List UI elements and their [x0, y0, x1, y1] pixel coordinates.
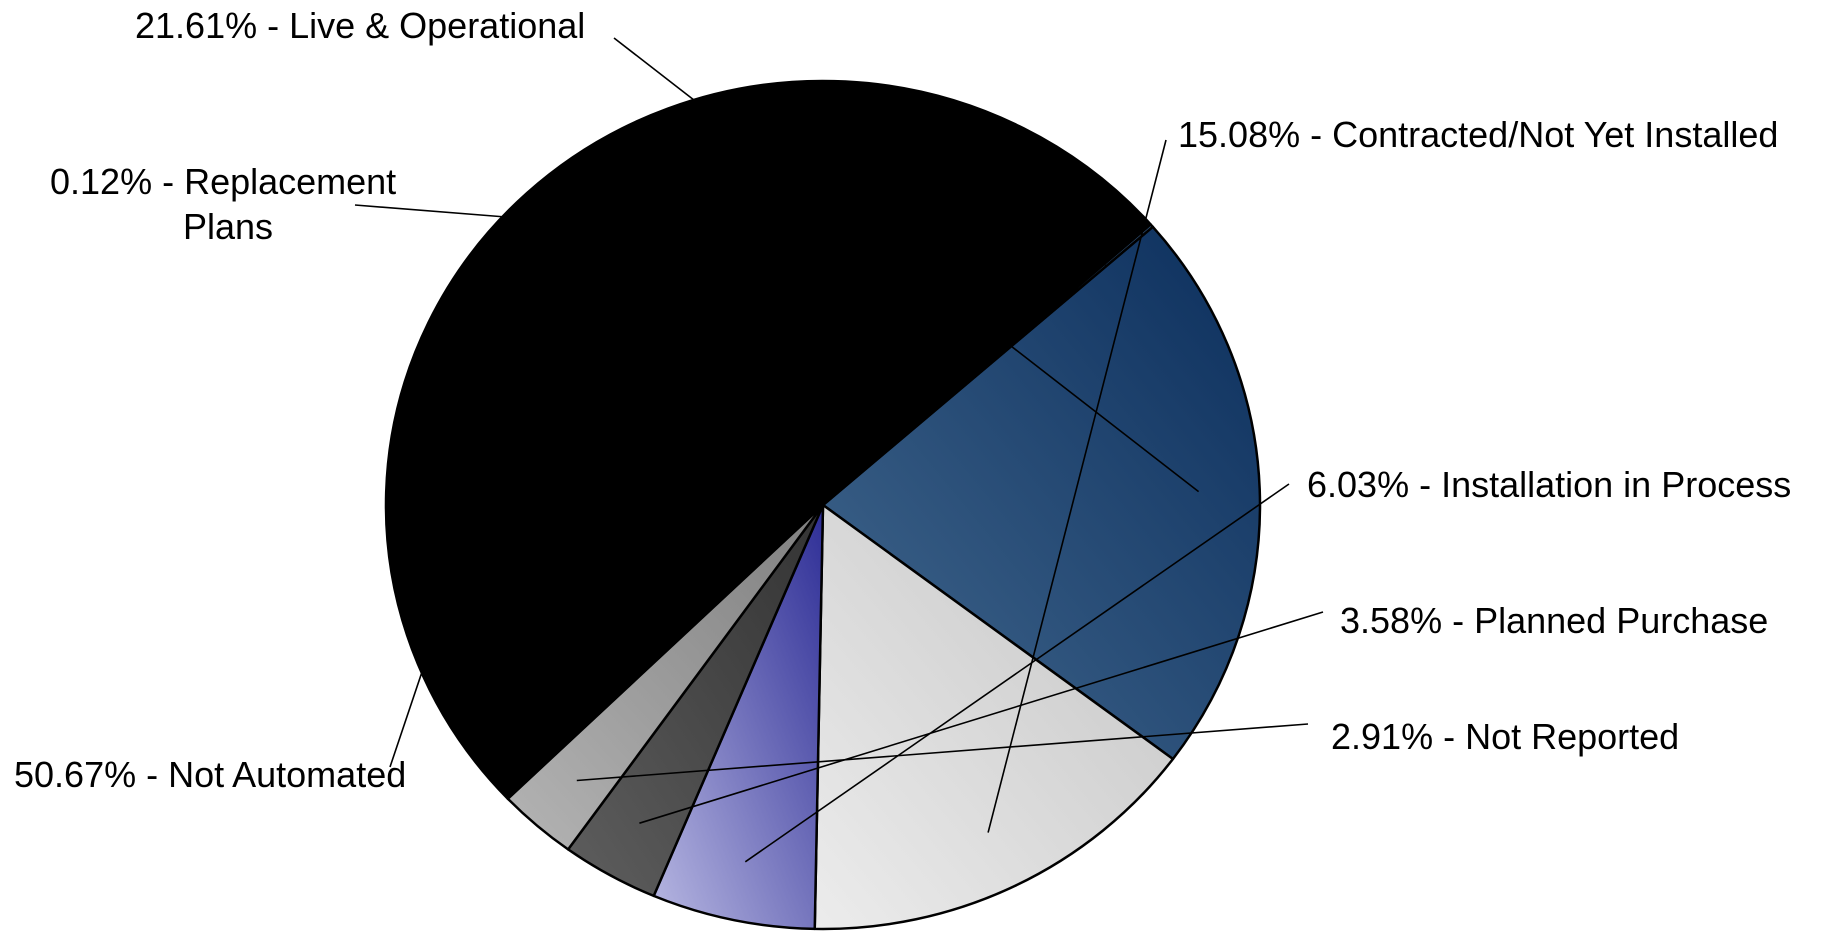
label-not-reported: 2.91% - Not Reported — [1331, 716, 1679, 757]
label-replacement-plans: 0.12% - Replacement — [50, 161, 396, 202]
label-planned-purchase: 3.58% - Planned Purchase — [1340, 600, 1768, 641]
label-installation-in-process: 6.03% - Installation in Process — [1307, 464, 1791, 505]
label-contracted-not-yet-installed: 15.08% - Contracted/Not Yet Installed — [1178, 114, 1778, 155]
label-not-automated: 50.67% - Not Automated — [14, 754, 406, 795]
pie-slices — [386, 81, 1260, 929]
label-live-operational: 21.61% - Live & Operational — [135, 5, 585, 46]
label-replacement-plans-line2: Plans — [183, 206, 273, 247]
